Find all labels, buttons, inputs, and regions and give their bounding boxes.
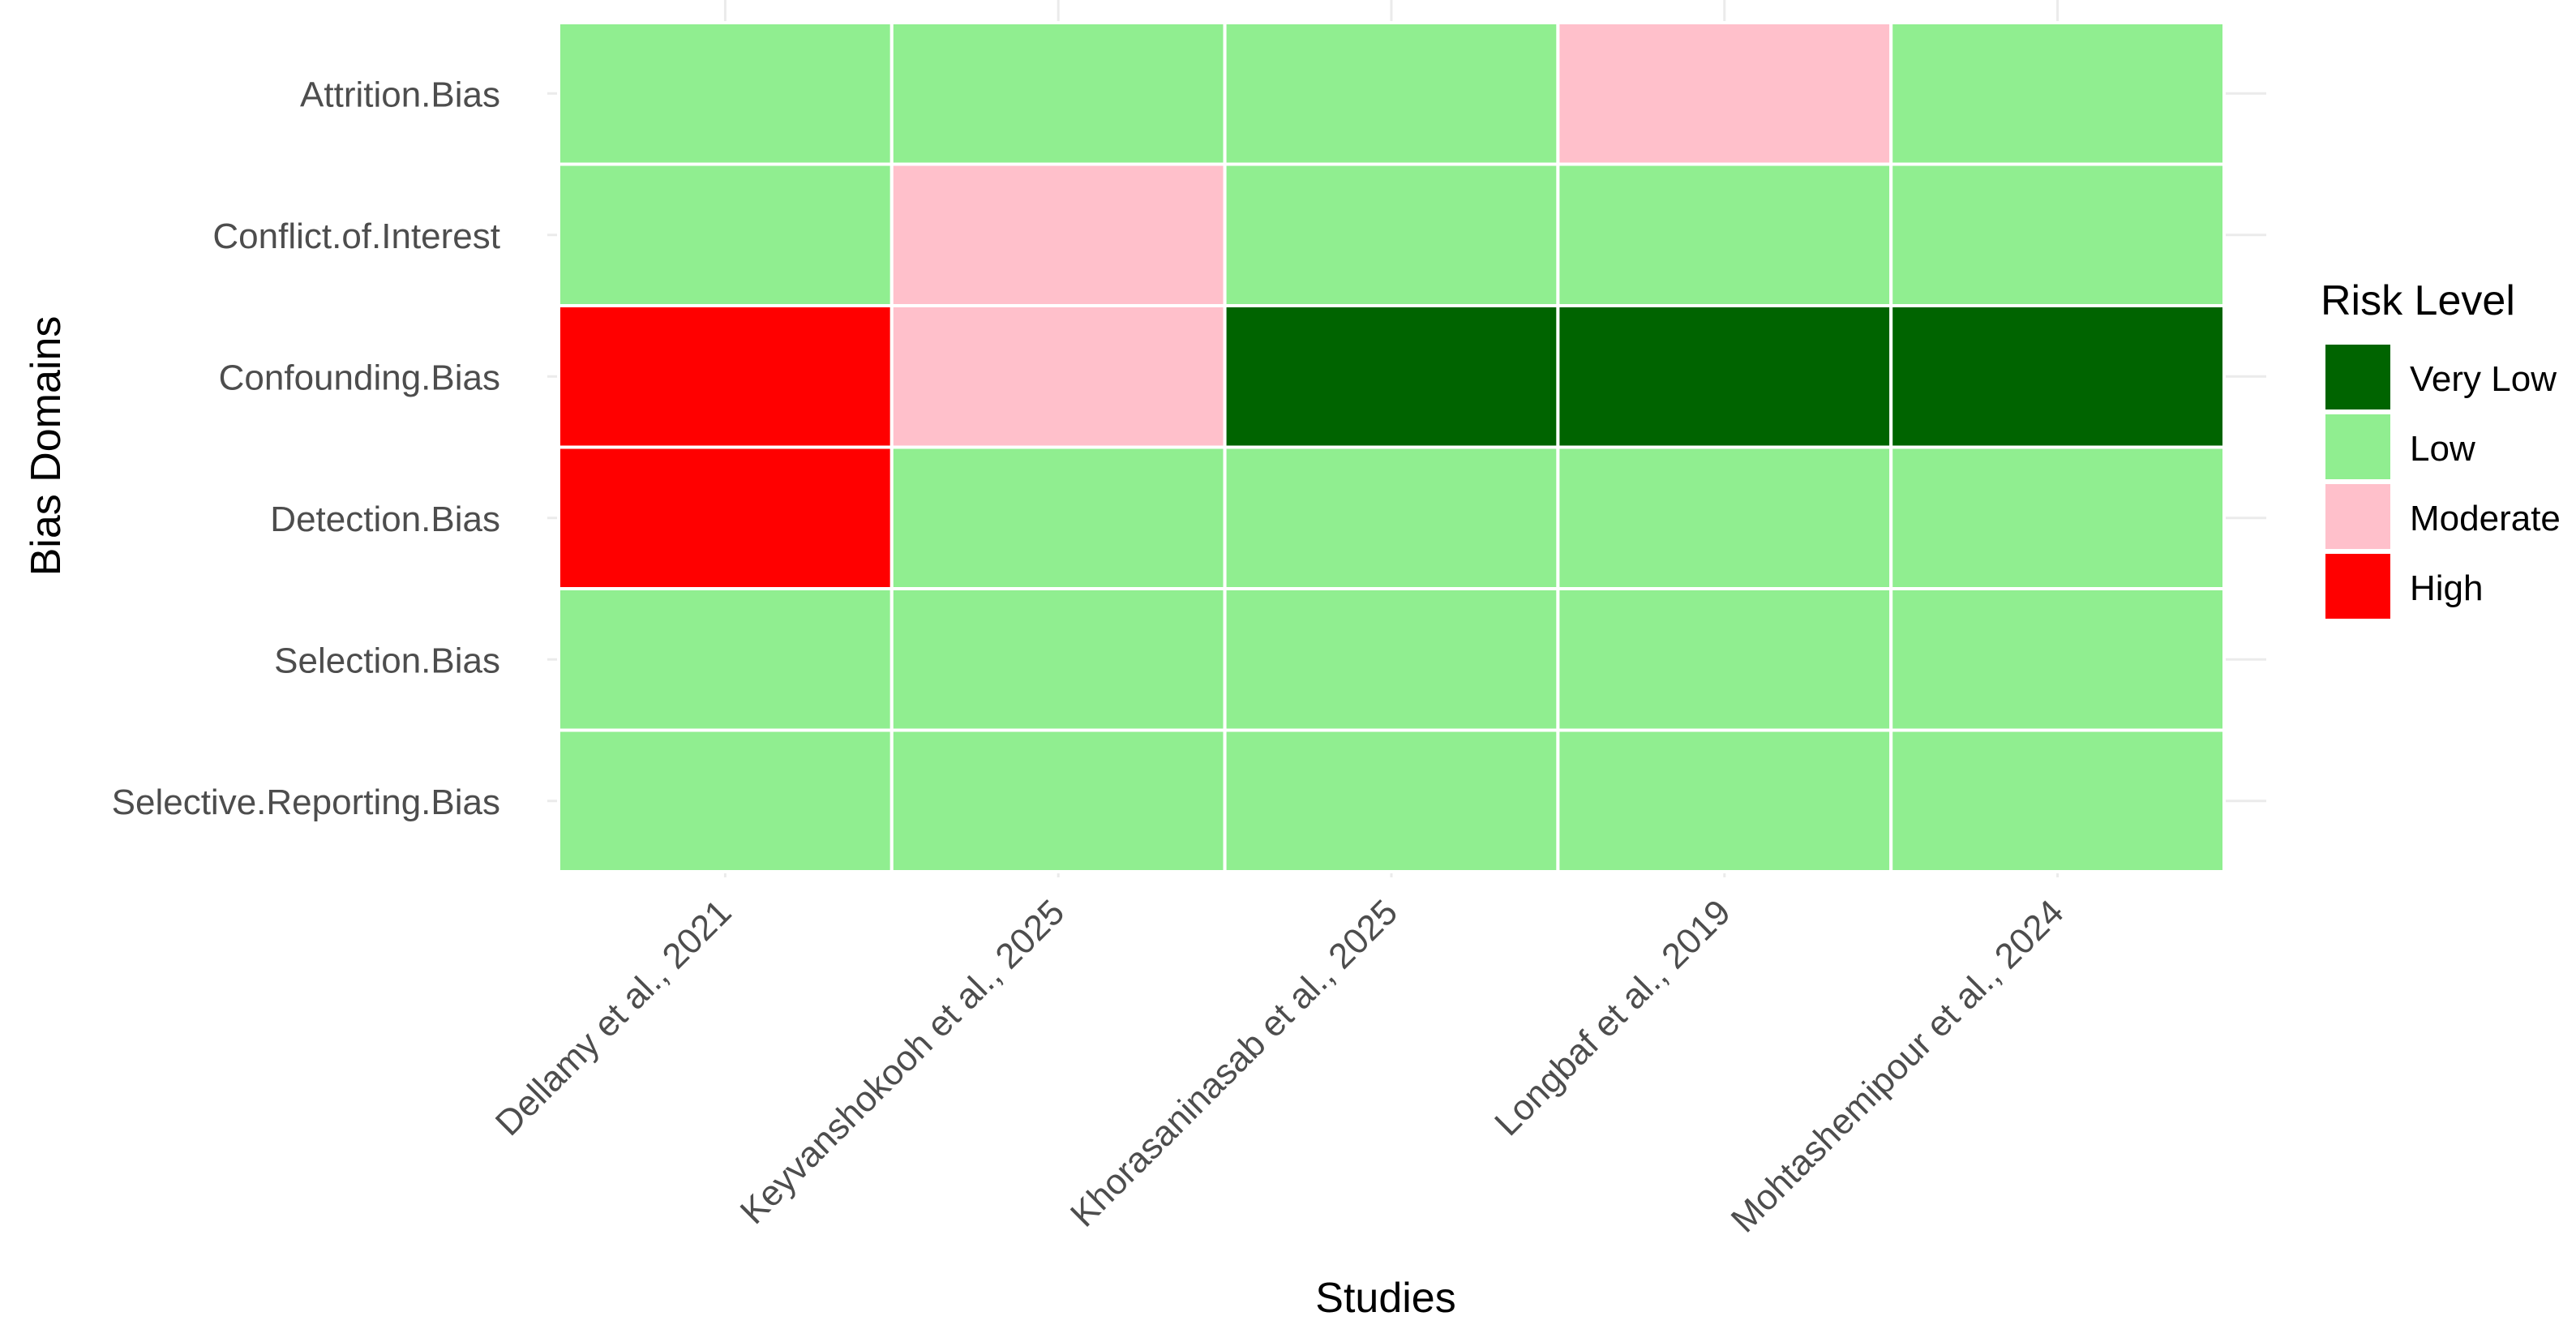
legend-key <box>2325 345 2390 409</box>
heatmap-tile <box>1889 304 2226 449</box>
heatmap-tile <box>557 728 894 873</box>
legend-key <box>2325 554 2390 619</box>
heatmap-tile <box>1556 587 1893 732</box>
legend-key <box>2325 414 2390 479</box>
legend: Risk Level Very Low Low Moderate High <box>2321 277 2561 619</box>
y-axis-title: Bias Domains <box>23 316 70 577</box>
heatmap-tile <box>889 304 1227 449</box>
y-tick-label: Detection.Bias <box>270 499 500 539</box>
y-tick-label: Selection.Bias <box>274 641 500 680</box>
heatmap-tile <box>1556 21 1893 166</box>
legend-key <box>2325 484 2390 549</box>
heatmap-tile <box>889 162 1227 307</box>
heatmap-tile <box>1889 728 2226 873</box>
legend-items: Very Low Low Moderate High <box>2325 345 2561 619</box>
heatmap-tile <box>1223 304 1560 449</box>
legend-label: Very Low <box>2410 359 2557 399</box>
y-tick-label: Attrition.Bias <box>300 75 500 114</box>
legend-label: High <box>2410 568 2484 608</box>
heatmap-tile <box>557 162 894 307</box>
heatmap-tile <box>557 445 894 590</box>
heatmap-tile <box>889 728 1227 873</box>
x-axis-title: Studies <box>1315 1275 1455 1322</box>
heatmap-tile <box>1223 445 1560 590</box>
heatmap-tile <box>889 445 1227 590</box>
heatmap-tile <box>1556 304 1893 449</box>
heatmap-tile <box>1889 21 2226 166</box>
y-tick-label: Conflict.of.Interest <box>212 217 500 256</box>
legend-title: Risk Level <box>2321 277 2515 324</box>
heatmap-tile <box>889 21 1227 166</box>
heatmap-tile <box>1556 162 1893 307</box>
heatmap-tile <box>1889 162 2226 307</box>
heatmap-tile <box>557 304 894 449</box>
heatmap-tile <box>1889 587 2226 732</box>
heatmap-tile <box>1223 162 1560 307</box>
heatmap-tile <box>1556 445 1893 590</box>
heatmap-tiles <box>557 21 2226 873</box>
y-tick-label: Selective.Reporting.Bias <box>112 782 500 822</box>
y-tick-label: Confounding.Bias <box>219 358 500 397</box>
heatmap-tile <box>1223 587 1560 732</box>
heatmap-tile <box>1223 728 1560 873</box>
legend-label: Low <box>2410 429 2475 469</box>
legend-label: Moderate <box>2410 499 2561 538</box>
heatmap-tile <box>1556 728 1893 873</box>
heatmap-tile <box>1223 21 1560 166</box>
heatmap-tile <box>557 21 894 166</box>
heatmap-tile <box>1889 445 2226 590</box>
heatmap-tile <box>889 587 1227 732</box>
y-tick-labels: Attrition.Bias Conflict.of.Interest Confou… <box>112 75 500 822</box>
heatmap-tile <box>557 587 894 732</box>
